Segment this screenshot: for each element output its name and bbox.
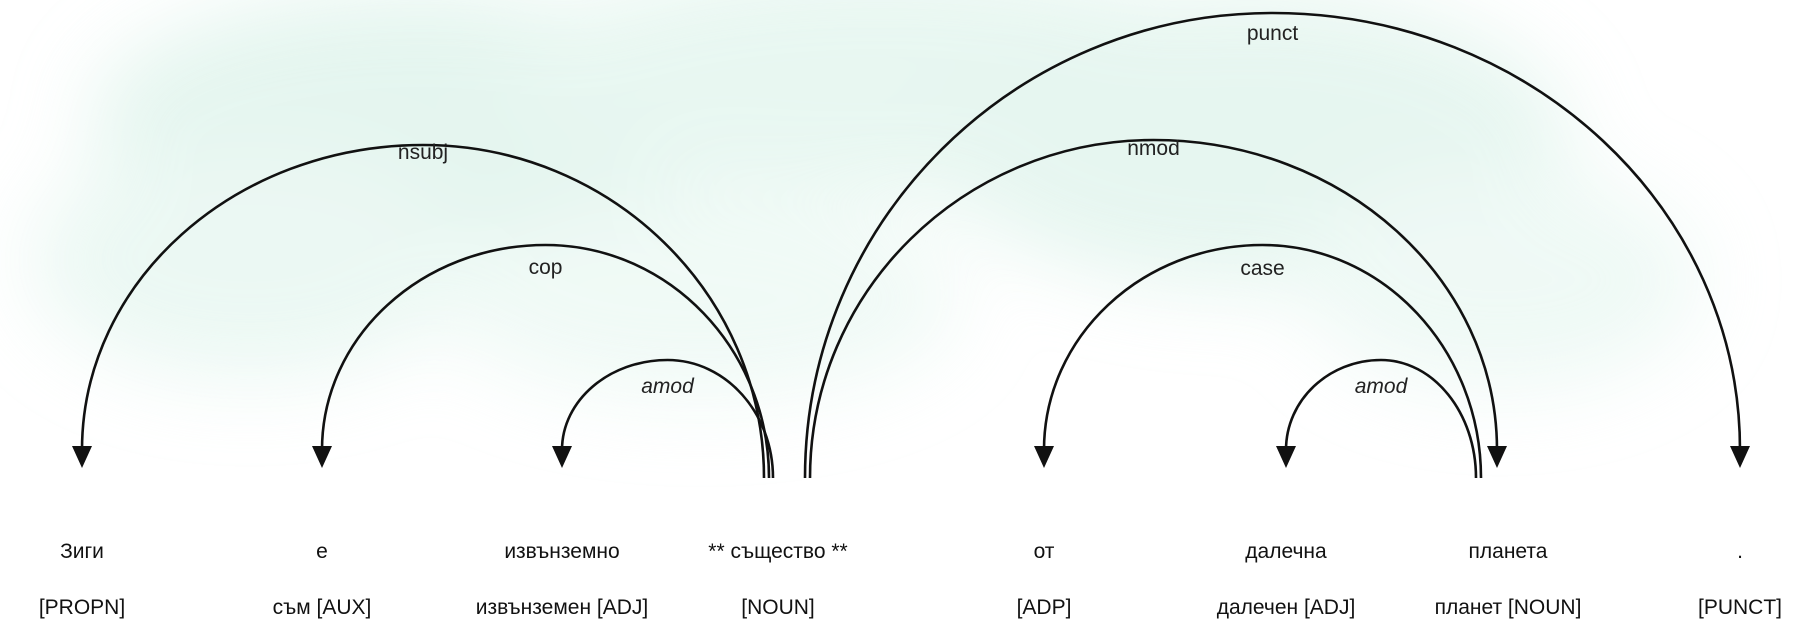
arc-cop-1 — [320, 243, 771, 479]
arrowhead-punct-3 — [1730, 446, 1750, 468]
relation-label: nsubj — [398, 141, 448, 164]
arrowhead-nmod-4 — [1487, 446, 1507, 468]
relation-label: amod — [641, 375, 695, 398]
token-tag: съм [AUX] — [273, 596, 372, 619]
relation-label: amod — [1355, 375, 1409, 398]
tokens-layer: Зиги [PROPN] е съм [AUX] извънземно извънземе… — [39, 540, 1782, 619]
token-tag: планет [NOUN] — [1435, 596, 1582, 619]
token-word: ** същество ** — [708, 540, 847, 563]
arrowhead-cop-1 — [312, 446, 332, 468]
token-tag: [PROPN] — [39, 596, 125, 619]
token-word: от — [1034, 540, 1055, 563]
arc-nsubj-0 — [80, 143, 766, 479]
arrowhead-amod-6 — [1276, 446, 1296, 468]
arrowhead-amod-2 — [552, 446, 572, 468]
token-tag: далечен [ADJ] — [1217, 596, 1356, 619]
arc-case-5 — [1042, 243, 1483, 479]
token-word: е — [316, 540, 328, 563]
relation-label: nmod — [1127, 137, 1180, 160]
token-tag: [ADP] — [1017, 596, 1072, 619]
relation-label: punct — [1247, 22, 1299, 45]
relation-label: cop — [529, 256, 563, 279]
arc-nmod-4 — [808, 138, 1499, 479]
arc-amod-6 — [1284, 358, 1478, 479]
token-tag: [PUNCT] — [1698, 596, 1782, 619]
token-word: извънземно — [504, 540, 619, 563]
relation-label: case — [1240, 257, 1284, 280]
arc-amod-2 — [560, 358, 775, 479]
token-word: Зиги — [60, 540, 104, 563]
arc-punct-3 — [803, 11, 1742, 479]
token-word: планета — [1469, 540, 1548, 563]
token-word: далечна — [1245, 540, 1327, 563]
token-tag: извънземен [ADJ] — [476, 596, 649, 619]
arcs-layer: nsubj cop amod punct nmod case amod — [72, 11, 1750, 479]
arrowhead-nsubj-0 — [72, 446, 92, 468]
token-tag: [NOUN] — [741, 596, 815, 619]
arrowhead-case-5 — [1034, 446, 1054, 468]
token-word: . — [1737, 540, 1743, 563]
